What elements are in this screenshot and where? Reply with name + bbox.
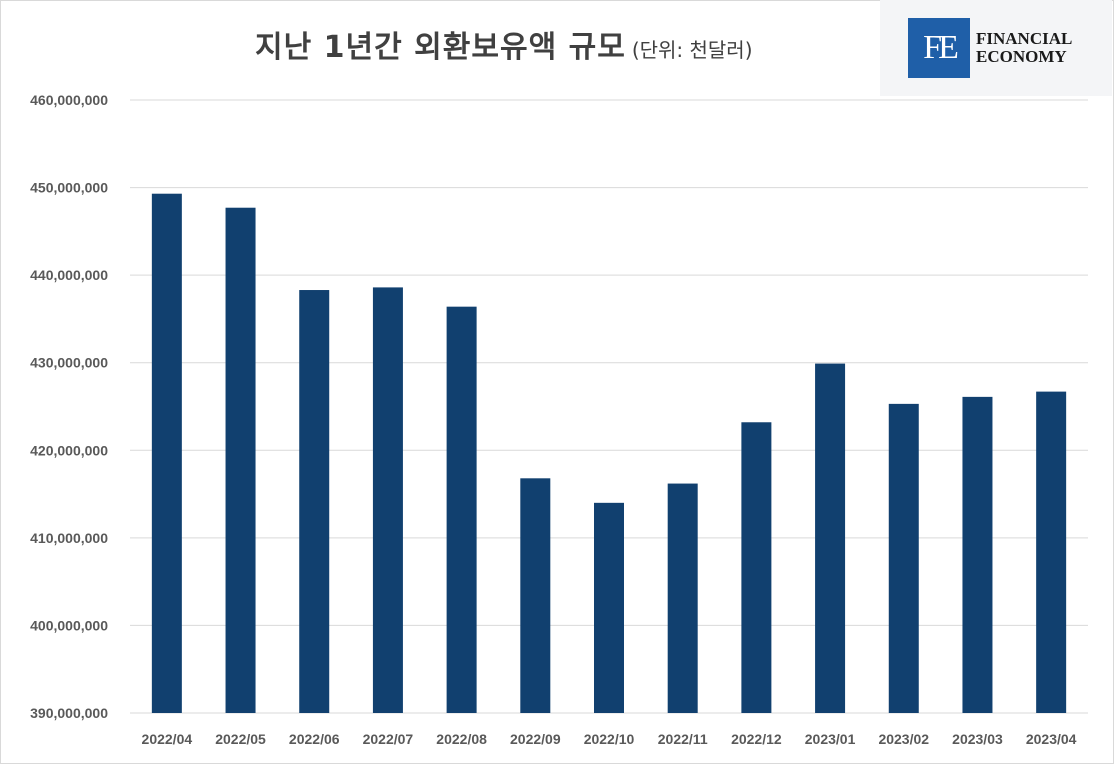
bar-2022-06	[299, 290, 330, 713]
x-axis-labels: 2022/04 2022/05 2022/06 2022/07 2022/08 2022/…	[142, 731, 1077, 747]
chart-title: 지난 1년간 외환보유액 규모 (단위: 천달러)	[255, 22, 753, 66]
x-tick-label: 2022/11	[658, 731, 708, 747]
y-tick-label: 400,000,000	[30, 617, 108, 633]
bar-2022-07	[372, 287, 403, 713]
x-tick-label: 2023/03	[952, 731, 1003, 747]
bar-2023-04	[1036, 391, 1067, 713]
x-tick-label: 2022/05	[215, 731, 266, 747]
y-tick-label: 450,000,000	[30, 180, 108, 196]
y-axis-labels: 390,000,000 400,000,000 410,000,000 420,000…	[30, 92, 108, 721]
bar-2022-10	[594, 502, 624, 713]
y-tick-label: 390,000,000	[30, 705, 108, 721]
x-tick-label: 2022/06	[289, 731, 340, 747]
x-tick-label: 2022/07	[363, 731, 414, 747]
bar-2022-12	[741, 422, 772, 713]
y-tick-label: 440,000,000	[30, 267, 108, 283]
bar-2023-01	[815, 363, 846, 713]
chart-title-text: 지난 1년간 외환보유액 규모	[255, 30, 626, 65]
bars	[151, 193, 1067, 714]
x-tick-label: 2022/04	[142, 731, 193, 747]
x-tick-label: 2022/12	[731, 731, 782, 747]
x-tick-label: 2022/09	[510, 731, 561, 747]
logo-mark: FE	[908, 18, 970, 78]
logo-wordmark: FINANCIAL ECONOMY	[976, 30, 1072, 66]
x-tick-label: 2022/10	[584, 731, 635, 747]
bar-2022-08	[446, 306, 477, 713]
x-tick-label: 2023/02	[878, 731, 929, 747]
y-tick-label: 430,000,000	[30, 355, 108, 371]
logo-line-2: ECONOMY	[976, 47, 1067, 66]
x-tick-label: 2023/01	[805, 731, 856, 747]
bar-2022-04	[151, 193, 182, 714]
x-tick-label: 2023/04	[1026, 731, 1077, 747]
bar-2022-05	[225, 207, 256, 713]
financial-economy-logo: FE FINANCIAL ECONOMY	[880, 0, 1112, 96]
x-tick-label: 2022/08	[436, 731, 487, 747]
chart-unit-note: (단위: 천달러)	[631, 38, 753, 62]
bar-2022-11	[667, 483, 698, 713]
y-tick-label: 460,000,000	[30, 92, 108, 108]
bar-2023-02	[888, 403, 919, 713]
logo-line-1: FINANCIAL	[976, 29, 1073, 48]
bar-2023-03	[962, 396, 993, 713]
bar-2022-09	[520, 478, 551, 713]
y-tick-label: 420,000,000	[30, 442, 108, 458]
y-tick-label: 410,000,000	[30, 530, 108, 546]
